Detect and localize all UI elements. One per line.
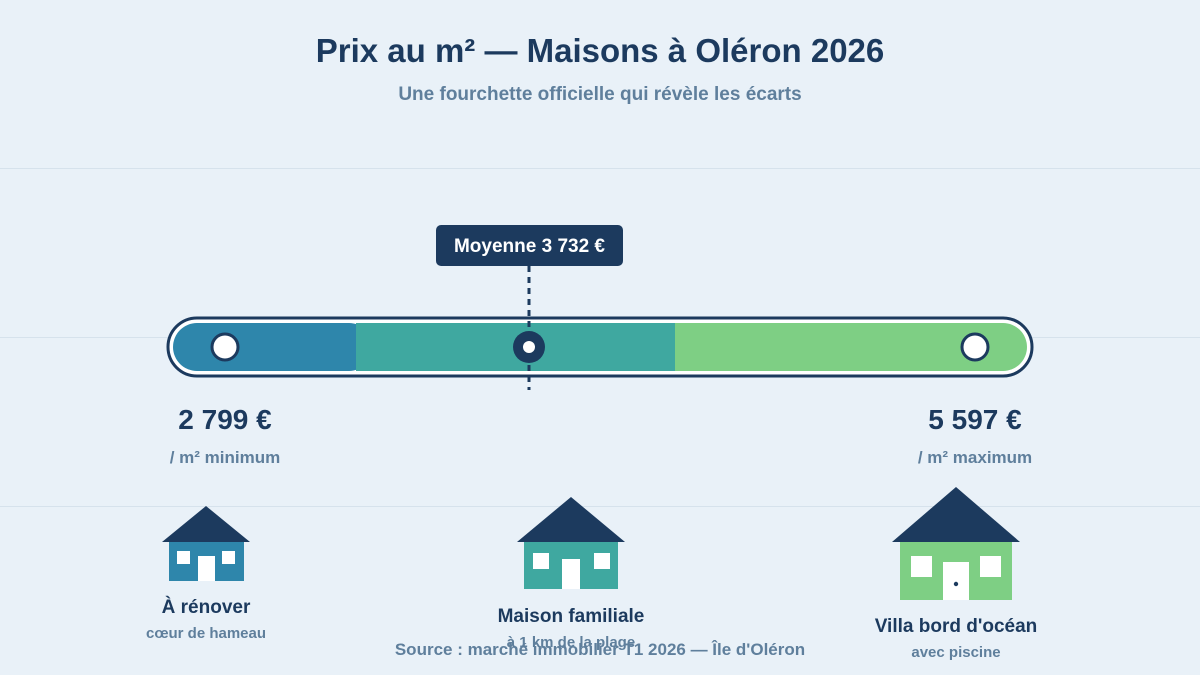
house-sub-renovate: cœur de hameau (145, 625, 267, 642)
min-marker (210, 332, 240, 362)
page-subtitle: Une fourchette officielle qui révèle les… (398, 84, 802, 105)
segment-high (675, 323, 1027, 371)
min-price-label: / m² minimum (169, 448, 281, 467)
page-title: Prix au m² — Maisons à Oléron 2026 (315, 32, 885, 69)
house-sub-villa: avec piscine (911, 644, 1001, 661)
house-label-villa: Villa bord d'océan (874, 616, 1038, 637)
average-badge: Moyenne 3 732 € (436, 225, 623, 266)
average-marker-center (523, 341, 535, 353)
source-note: Source : marché immobilier T1 2026 — Île… (394, 640, 806, 659)
segment-high-join (675, 323, 715, 371)
segment-low (173, 323, 373, 371)
house-large-icon (892, 487, 1020, 600)
max-price: 5 597 € (928, 404, 1022, 435)
grid-line-top (0, 168, 1200, 169)
house-label-renovate: À rénover (161, 597, 251, 618)
max-marker (960, 332, 990, 362)
price-range-bar (166, 316, 1034, 378)
min-price: 2 799 € (178, 404, 272, 435)
house-label-family: Maison familiale (497, 606, 645, 627)
max-price-label: / m² maximum (917, 448, 1033, 467)
house-small-icon (162, 506, 250, 581)
house-medium-icon (517, 497, 625, 589)
average-badge-label: Moyenne 3 732 € (454, 236, 605, 257)
house-sub-family: à 1 km de la plage (506, 634, 636, 651)
grid-line-bottom (0, 506, 1200, 507)
